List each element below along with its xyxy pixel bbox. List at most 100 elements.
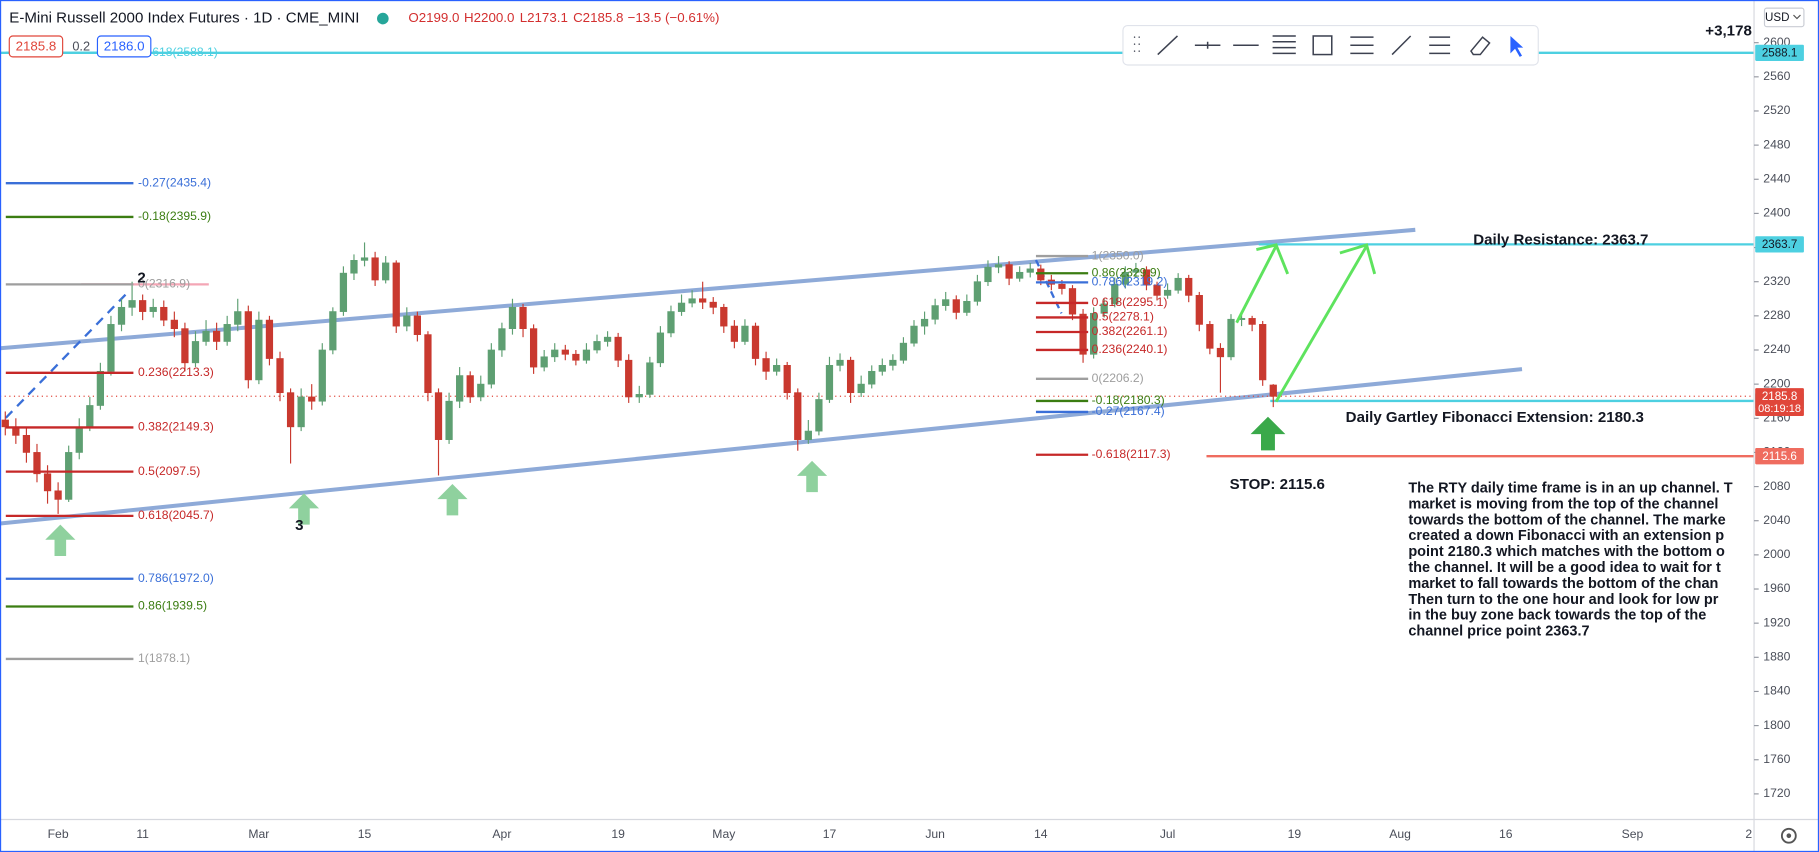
y-tick-label: 2440 [1763, 171, 1790, 185]
measure-tool[interactable] [1429, 36, 1451, 55]
sell-price[interactable]: 2185.8 [16, 39, 57, 54]
candle-body [128, 300, 136, 308]
pattern-tool[interactable] [1350, 36, 1374, 55]
fib-label: 0.236(2213.3) [138, 365, 214, 379]
currency[interactable]: USD [1765, 11, 1789, 24]
pnl: +3,178 [1705, 22, 1752, 39]
candle-body [234, 311, 242, 325]
candle-body [360, 257, 369, 261]
fib-label: 0.618(2295.1) [1092, 295, 1168, 309]
wave-line [1034, 259, 1063, 314]
candle-body [424, 334, 432, 394]
price-badge [1755, 448, 1804, 465]
candles [1, 242, 1277, 514]
channel-upper [0, 227, 1416, 351]
x-tick-label: 14 [1034, 827, 1048, 841]
y-tick-label: 2560 [1763, 69, 1790, 83]
candle-body [730, 325, 738, 342]
candle-body [329, 311, 337, 351]
trend-line-tool[interactable] [1157, 35, 1178, 56]
drag-handle[interactable] [1133, 36, 1140, 52]
candle-body [889, 359, 897, 366]
projection-arrow [1235, 245, 1278, 324]
x-tick-label: Jul [1160, 827, 1176, 841]
candle-body [593, 341, 601, 351]
candle-body [487, 349, 495, 385]
sell-button[interactable] [8, 35, 64, 58]
candle-body [846, 359, 855, 394]
cursor-tool[interactable] [1510, 35, 1524, 57]
y-tick-label: 2040 [1763, 513, 1790, 527]
x-tick-label: Sep [1622, 827, 1644, 841]
candle-body [212, 330, 221, 342]
candle-body [498, 328, 506, 351]
brush-tool[interactable] [1391, 35, 1412, 56]
wave-label: 2 [137, 270, 145, 287]
candle-body [614, 336, 622, 361]
candle-body [1163, 289, 1172, 296]
candle-body [540, 356, 548, 368]
candle-body [1248, 318, 1256, 325]
fib-label: -0.27(2435.4) [138, 175, 211, 189]
fib-label: 0.382(2149.3) [138, 420, 214, 434]
candle-body [677, 302, 686, 312]
fib-tool[interactable] [1272, 35, 1296, 55]
candle-body [794, 392, 802, 440]
candle-body [878, 365, 886, 372]
y-tick-label: 2080 [1763, 479, 1790, 493]
horizontal-ray-tool[interactable] [1194, 41, 1221, 49]
candle-body [1121, 271, 1129, 285]
price-badge-label: 2185.8 [1762, 390, 1797, 403]
x-tick-label: May [712, 827, 736, 841]
candle-body [1216, 347, 1225, 358]
candle-body [561, 349, 569, 355]
rectangle-tool[interactable] [1312, 35, 1333, 56]
candle-body [403, 315, 411, 327]
candle-body [973, 281, 982, 302]
fib-label: -0.618(2117.3) [1092, 447, 1171, 461]
candle-body [43, 473, 52, 492]
candle-body [920, 318, 929, 327]
candle-body [1142, 269, 1151, 286]
up-arrow [1250, 416, 1286, 451]
projection-arrow-head [1339, 243, 1377, 275]
x-tick-label: Aug [1389, 827, 1411, 841]
candle-body [33, 452, 41, 475]
fib-label: 0.5(2097.5) [138, 464, 200, 478]
candle-body [751, 325, 760, 359]
candle-body [286, 392, 295, 428]
candle-body [1269, 384, 1277, 397]
settings-icon[interactable] [1780, 827, 1797, 844]
buy-price[interactable]: 2186.0 [104, 39, 145, 54]
candle-body [339, 272, 348, 312]
toolbar-icons [1133, 35, 1524, 57]
projection-arrow-head [1256, 243, 1290, 275]
candle-body [519, 306, 527, 330]
candle-body [783, 365, 791, 394]
candle-body [434, 392, 443, 440]
candle-body [1068, 288, 1077, 315]
fib-label: 0.5(2278.1) [1092, 310, 1154, 324]
dropdown-icon [1793, 14, 1801, 20]
candle-body [223, 324, 231, 342]
price-badge-label: 2363.7 [1762, 238, 1797, 251]
symbol-title: E-Mini Russell 2000 Index Futures · 1D ·… [9, 10, 359, 27]
candle-body [54, 490, 62, 500]
up-arrow [45, 524, 76, 557]
note-line: in the buy zone back towards the top of … [1408, 608, 1706, 624]
candle-body [1195, 295, 1203, 325]
buy-button[interactable] [96, 35, 152, 58]
y-tick-label: 1760 [1763, 752, 1790, 766]
annotation: Daily Resistance: 2363.7 [1473, 231, 1648, 248]
candle-body [1132, 269, 1140, 273]
candle-body [202, 330, 210, 342]
eraser-tool[interactable] [1470, 36, 1491, 56]
currency-select[interactable] [1763, 7, 1805, 28]
candle-body [477, 383, 485, 398]
fib-label: 0(2316.9) [138, 277, 190, 291]
note-line: The RTY daily time frame is in an up cha… [1408, 481, 1732, 497]
note-line: created a down Fibonacci with an extensi… [1408, 528, 1724, 544]
candle-body [445, 400, 453, 440]
note-line: channel price point 2363.7 [1408, 624, 1589, 640]
